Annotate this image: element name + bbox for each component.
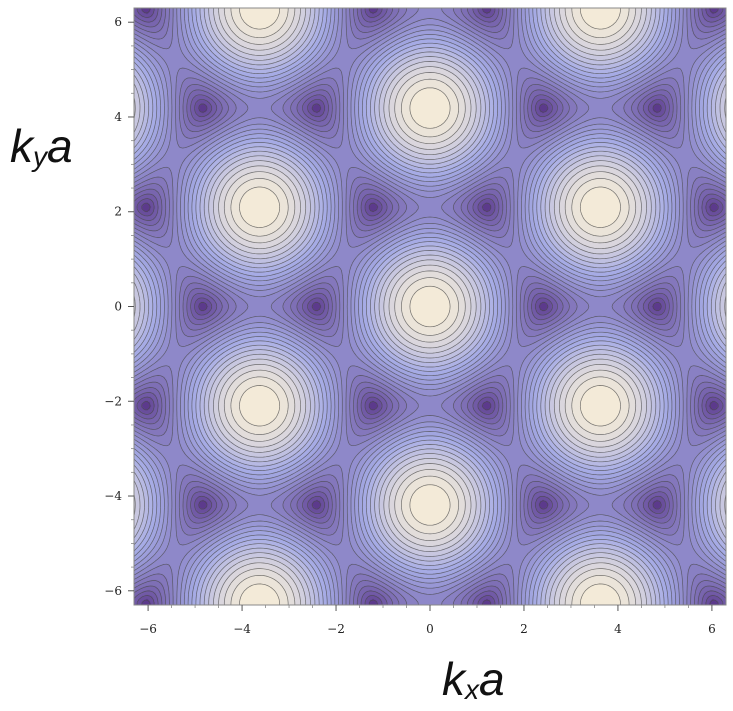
x-tick-label: −6 [139, 622, 157, 636]
x-axis-label-tail: a [479, 653, 505, 705]
y-tick-label: −6 [104, 584, 122, 598]
y-tick-label: 0 [114, 300, 122, 314]
contour-line-9 [134, 8, 726, 605]
contour-lines [134, 8, 726, 605]
y-tick-label: 2 [114, 205, 122, 219]
x-axis-label-sub: x [463, 674, 480, 705]
contour-line-14 [134, 8, 726, 605]
contour-line-17 [134, 8, 726, 605]
y-axis-ticks: 6 4 2 0 −2 −4 −6 [104, 15, 134, 598]
y-tick-label: −4 [104, 489, 122, 503]
y-axis-label-tail: a [47, 120, 73, 172]
y-tick-label: 6 [114, 15, 122, 29]
x-tick-label: −4 [233, 622, 251, 636]
contour-line-21 [239, 8, 621, 605]
x-tick-label: 0 [426, 622, 434, 636]
plot-area [134, 8, 726, 605]
x-axis-ticks: −6 −4 −2 0 2 4 6 [139, 605, 716, 636]
contour-line-15 [134, 8, 726, 605]
contour-line-8 [134, 8, 726, 605]
contour-fill [134, 8, 726, 605]
contour-line-2 [136, 8, 724, 605]
x-tick-label: −2 [327, 622, 345, 636]
contour-line-1 [141, 8, 719, 605]
x-tick-label: 2 [520, 622, 528, 636]
contour-line-5 [134, 8, 726, 605]
y-tick-label: −2 [104, 394, 122, 408]
contour-line-16 [134, 8, 726, 605]
contour-line-10 [134, 8, 726, 605]
contour-line-4 [134, 8, 726, 605]
contour-line-13 [134, 8, 726, 605]
contour-line-18 [218, 8, 642, 605]
contour-line-20 [230, 8, 630, 605]
x-tick-label: 6 [708, 622, 716, 636]
contour-line-19 [223, 8, 637, 605]
contour-line-7 [134, 8, 726, 605]
y-axis-label-main: k [10, 120, 35, 172]
y-tick-label: 4 [114, 110, 122, 124]
x-axis-label: kxa [442, 653, 505, 705]
y-axis-label: kya [10, 120, 73, 172]
contour-line-11 [134, 8, 726, 605]
x-axis-label-main: k [442, 653, 467, 705]
x-tick-label: 4 [614, 622, 622, 636]
contour-line-12 [134, 8, 726, 605]
contour-line-3 [134, 8, 726, 605]
y-axis-label-sub: y [31, 141, 49, 172]
contour-line-6 [134, 8, 726, 605]
